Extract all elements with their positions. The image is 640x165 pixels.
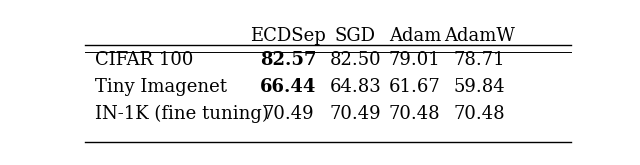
Text: 61.67: 61.67 [389,78,441,96]
Text: ECDSep: ECDSep [250,27,326,45]
Text: 79.01: 79.01 [389,51,441,69]
Text: 70.49: 70.49 [262,105,314,123]
Text: CIFAR 100: CIFAR 100 [95,51,193,69]
Text: 64.83: 64.83 [330,78,381,96]
Text: SGD: SGD [335,27,376,45]
Text: 70.48: 70.48 [389,105,440,123]
Text: 66.44: 66.44 [260,78,317,96]
Text: Adam: Adam [388,27,441,45]
Text: 78.71: 78.71 [454,51,505,69]
Text: AdamW: AdamW [444,27,515,45]
Text: 82.50: 82.50 [330,51,381,69]
Text: 59.84: 59.84 [454,78,505,96]
Text: Tiny Imagenet: Tiny Imagenet [95,78,227,96]
Text: 70.48: 70.48 [454,105,505,123]
Text: 82.57: 82.57 [260,51,317,69]
Text: IN-1K (fine tuning): IN-1K (fine tuning) [95,105,269,123]
Text: 70.49: 70.49 [330,105,381,123]
